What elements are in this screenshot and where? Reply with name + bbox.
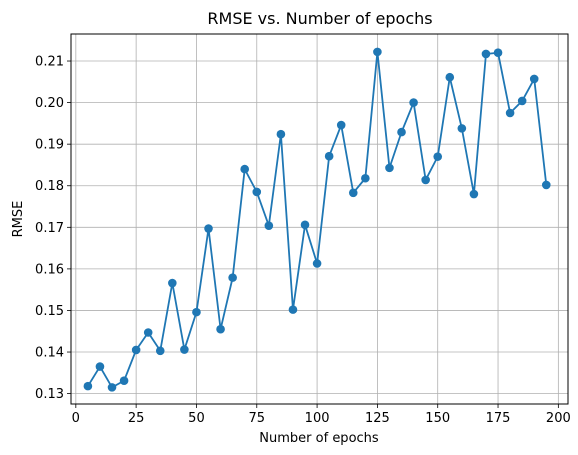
data-point (409, 98, 418, 107)
data-point (131, 345, 141, 355)
data-point (324, 151, 334, 161)
y-tick-label: 0.13 (35, 387, 64, 402)
data-point (228, 273, 237, 282)
data-point (493, 48, 503, 58)
data-point (240, 164, 250, 174)
data-point (119, 376, 129, 386)
data-point (252, 187, 262, 197)
data-point (95, 362, 105, 371)
data-point (143, 328, 153, 337)
data-point (469, 189, 479, 199)
data-point (107, 383, 117, 392)
x-tick-label: 100 (305, 411, 330, 426)
y-axis-ticks: 0.13 0.14 0.15 0.16 0.17 0.18 0.19 0.20 0.21 (35, 55, 71, 402)
grid (71, 34, 568, 404)
x-tick-label: 175 (486, 411, 511, 426)
y-tick-label: 0.19 (35, 138, 64, 153)
data-point (192, 307, 201, 317)
data-point (517, 96, 527, 106)
data-point (348, 188, 358, 198)
x-tick-label: 0 (72, 411, 80, 426)
data-point (421, 175, 430, 185)
data-point (216, 324, 225, 334)
data-point (445, 72, 455, 82)
x-tick-label: 125 (365, 411, 390, 426)
x-tick-label: 50 (188, 411, 205, 426)
data-point (433, 152, 443, 161)
data-point (168, 278, 177, 288)
data-point (457, 124, 467, 133)
data-point (481, 49, 491, 59)
data-point (288, 305, 298, 314)
x-tick-label: 150 (425, 411, 450, 426)
data-point (155, 346, 165, 356)
data-point (312, 259, 322, 268)
y-axis-label: RMSE (11, 201, 26, 238)
data-point (180, 345, 189, 354)
x-tick-label: 200 (546, 411, 571, 426)
data-point (397, 127, 406, 137)
data-point (83, 381, 93, 391)
data-point (373, 47, 382, 57)
data-point (264, 221, 274, 230)
y-tick-label: 0.15 (35, 304, 64, 319)
data-point (276, 129, 286, 139)
x-axis-label: Number of epochs (259, 431, 379, 446)
y-tick-label: 0.21 (35, 55, 64, 70)
plot-frame (70, 33, 569, 405)
data-point (204, 224, 213, 233)
y-tick-label: 0.16 (35, 262, 64, 277)
data-point (336, 120, 346, 130)
y-tick-label: 0.14 (35, 346, 64, 361)
data-point (505, 108, 515, 118)
x-tick-label: 25 (128, 411, 145, 426)
x-tick-label: 75 (248, 411, 265, 426)
y-tick-label: 0.17 (35, 221, 64, 236)
data-point (385, 163, 394, 173)
y-tick-label: 0.18 (35, 179, 64, 194)
chart-title: RMSE vs. Number of epochs (207, 9, 432, 28)
data-point (300, 220, 310, 230)
x-axis-ticks: 0 25 50 75 100 125 150 175 200 (72, 404, 571, 426)
y-tick-label: 0.20 (35, 96, 64, 111)
data-point (541, 180, 551, 190)
markers-layer (83, 47, 551, 392)
data-point (529, 74, 539, 84)
data-point (361, 173, 370, 183)
